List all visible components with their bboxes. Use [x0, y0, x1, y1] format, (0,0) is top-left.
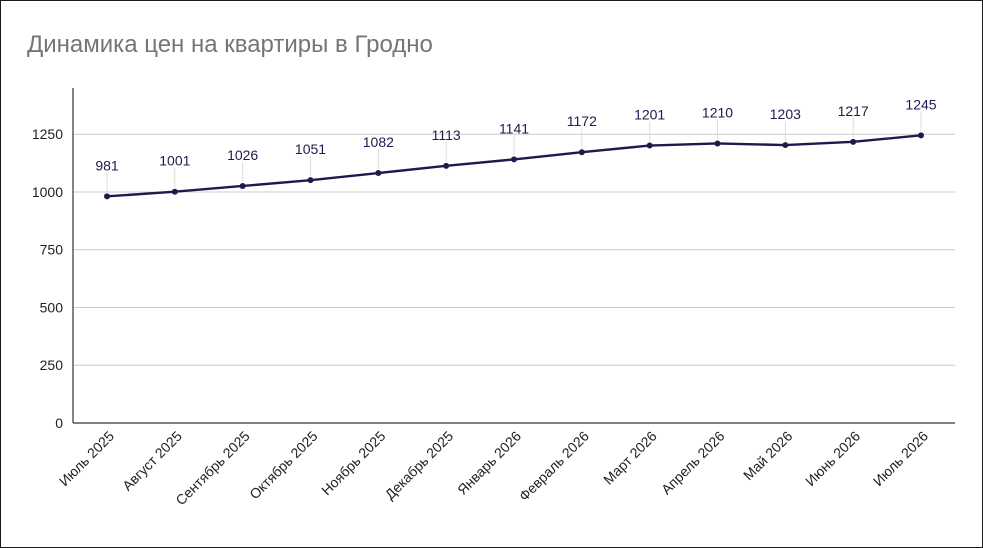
y-tick-label: 250 [40, 357, 64, 373]
data-label: 981 [95, 157, 119, 173]
series-group [104, 111, 924, 200]
data-point [307, 177, 314, 184]
data-label: 1082 [363, 134, 394, 150]
y-tick-label: 1000 [32, 184, 63, 200]
data-point [171, 188, 178, 195]
data-labels: 981 1001 1026 1051 1082 1113 1141 1172 1201 1210 1… [95, 96, 936, 173]
x-tick-label: Апрель 2026 [658, 428, 728, 498]
data-point [782, 142, 789, 149]
data-label: 1210 [702, 104, 733, 120]
data-point [918, 132, 924, 139]
data-label: 1141 [499, 120, 529, 136]
data-point [239, 182, 246, 189]
data-label: 1217 [838, 103, 869, 119]
data-point [578, 149, 585, 156]
x-tick-label: Июль 2026 [870, 428, 931, 489]
x-tick-label: Август 2025 [119, 428, 185, 494]
gridlines [73, 133, 955, 366]
axes [72, 88, 955, 424]
x-tick-label: Март 2026 [600, 428, 660, 488]
data-label: 1026 [227, 147, 258, 163]
x-tick-label: Июнь 2026 [802, 428, 863, 489]
y-tick-label: 1250 [32, 126, 63, 142]
x-tick-label: Сентябрь 2025 [172, 428, 253, 509]
data-point [850, 138, 857, 145]
y-tick-label: 750 [40, 242, 64, 258]
y-tick-label: 0 [55, 415, 63, 431]
data-point [511, 156, 517, 163]
y-tick-label: 500 [40, 299, 64, 315]
x-tick-label: Май 2026 [740, 428, 796, 484]
y-tick-labels: 0 250 500 750 1000 1250 [32, 126, 63, 431]
x-tick-label: Январь 2026 [454, 428, 524, 498]
data-point [443, 162, 450, 169]
data-point [646, 142, 653, 149]
data-label: 1001 [159, 153, 190, 169]
x-tick-label: Июль 2025 [56, 428, 117, 489]
data-point [714, 140, 721, 147]
data-point [375, 170, 382, 177]
x-tick-label: Февраль 2026 [516, 428, 592, 504]
data-label: 1203 [770, 106, 801, 122]
data-label: 1051 [295, 141, 326, 157]
x-tick-label: Декабрь 2025 [382, 428, 457, 503]
data-label: 1201 [634, 107, 665, 123]
data-label: 1113 [432, 127, 461, 143]
x-tick-label: Ноябрь 2025 [318, 428, 389, 499]
x-tick-label: Октябрь 2025 [246, 428, 321, 503]
data-label: 1245 [905, 96, 936, 112]
chart-title: Динамика цен на квартиры в Гродно [27, 31, 433, 58]
data-label: 1172 [567, 113, 597, 129]
data-point [104, 193, 110, 200]
